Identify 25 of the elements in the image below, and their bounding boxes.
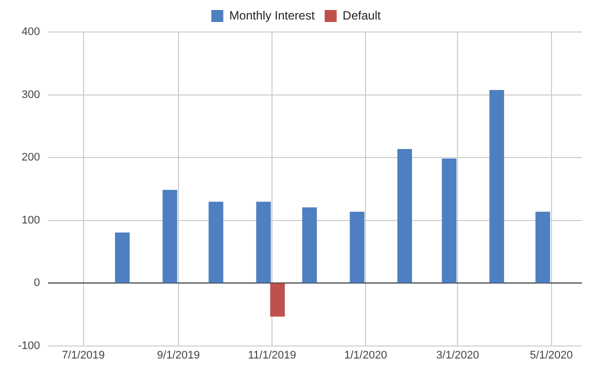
bar: [115, 232, 130, 283]
bar: [350, 212, 364, 283]
bar: [397, 149, 412, 283]
legend-label: Monthly Interest: [229, 8, 316, 22]
bar: [442, 158, 457, 283]
y-tick-label: 200: [22, 152, 40, 164]
bar: [208, 202, 224, 283]
x-tick-label: 9/1/2019: [157, 349, 200, 362]
x-tick-label: 3/1/2020: [436, 349, 480, 362]
bar: [162, 190, 178, 283]
legend-label: Default: [342, 8, 382, 22]
bar: [535, 212, 550, 283]
y-tick-label: 0: [34, 277, 40, 290]
bar: [489, 90, 504, 283]
x-tick-label: 7/1/2019: [62, 349, 105, 362]
y-tick-label: 300: [22, 88, 40, 101]
y-tick-label: -100: [18, 340, 40, 352]
y-tick-label: 400: [22, 26, 40, 38]
x-tick-label: 1/1/2020: [344, 349, 388, 362]
bar: [256, 202, 271, 283]
bar: [270, 283, 285, 317]
bar: [302, 207, 317, 283]
x-tick-label: 5/1/2020: [530, 349, 573, 362]
y-tick-label: 100: [22, 214, 40, 226]
x-tick-label: 11/1/2019: [248, 349, 296, 362]
